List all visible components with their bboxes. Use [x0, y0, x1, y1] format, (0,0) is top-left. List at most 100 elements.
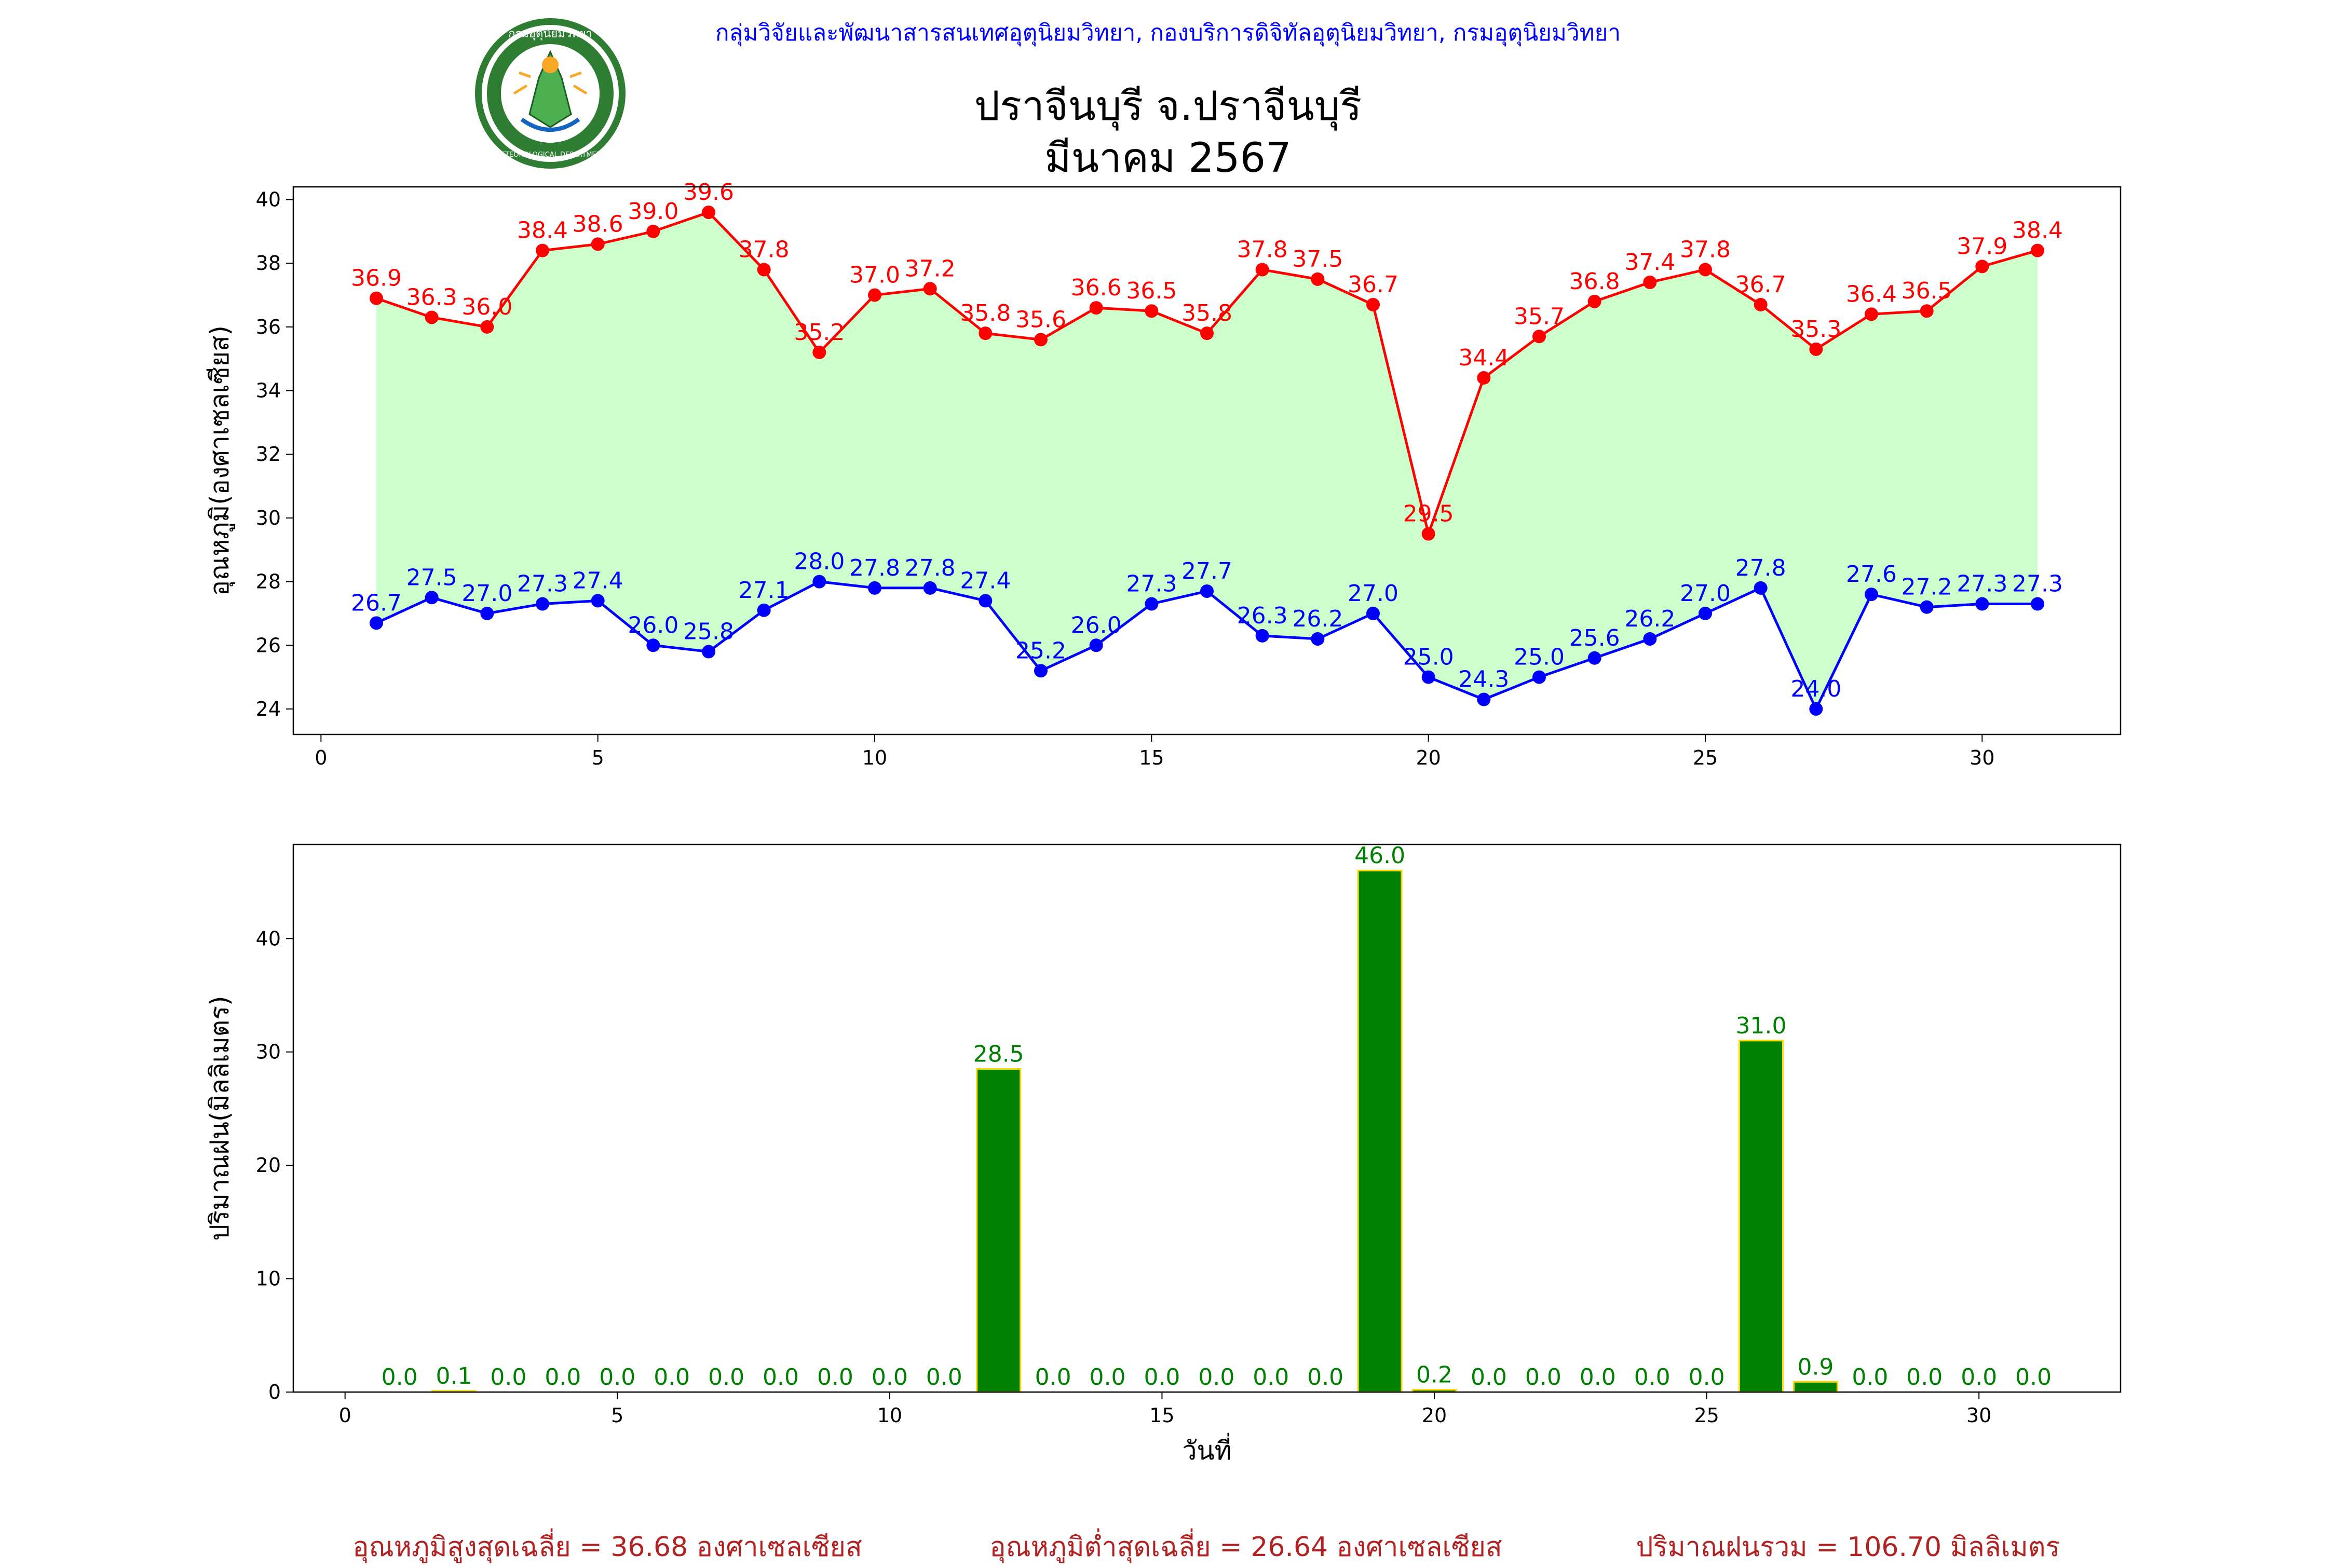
max-temp-data-label: 35.6: [1015, 306, 1066, 333]
min-temp-point: [1089, 638, 1103, 652]
min-temp-data-label: 27.8: [1735, 555, 1786, 581]
min-temp-data-label: 27.3: [1957, 571, 2007, 597]
temp-y-axis-label: อุณหภูมิ(องศาเซลเซียส): [205, 325, 235, 596]
temp-x-tick-label: 15: [1139, 746, 1164, 769]
min-temp-data-label: 27.3: [2012, 571, 2063, 597]
rain-data-label: 0.0: [763, 1364, 799, 1390]
min-temp-data-label: 25.8: [683, 619, 734, 645]
rain-x-tick-label: 30: [1966, 1404, 1991, 1427]
min-temp-point: [425, 591, 439, 605]
min-temp-point: [1975, 597, 1989, 611]
temp-x-tick-label: 25: [1693, 746, 1718, 769]
max-temp-data-label: 37.8: [1680, 236, 1731, 263]
rain-x-axis-label: วันที่: [1182, 1433, 1231, 1466]
min-temp-point: [370, 616, 383, 630]
min-temp-data-label: 27.3: [1126, 571, 1177, 597]
rain-x-tick-label: 5: [611, 1404, 623, 1427]
max-temp-data-label: 29.5: [1403, 501, 1454, 527]
org-credit: กลุ่มวิจัยและพัฒนาสารสนเทศอุตุนิยมวิทยา,…: [715, 20, 1621, 46]
min-temp-point: [536, 597, 549, 611]
temp-x-tick-label: 5: [592, 746, 604, 769]
logo-top-text: กรมอุตุนิยมวิทยา: [508, 28, 592, 40]
max-temp-point: [1089, 301, 1103, 315]
min-temp-point: [979, 594, 993, 608]
max-temp-point: [702, 206, 715, 220]
max-temp-point: [757, 263, 771, 277]
min-temp-point: [1255, 629, 1269, 643]
min-temp-point: [480, 606, 494, 620]
max-temp-data-label: 35.2: [794, 319, 845, 346]
temp-y-tick-label: 26: [256, 634, 281, 657]
max-temp-data-label: 37.0: [849, 262, 900, 289]
temp-x-tick-label: 10: [862, 746, 887, 769]
min-temp-data-label: 26.2: [1292, 606, 1343, 632]
max-temp-point: [2031, 243, 2044, 257]
rain-data-label: 0.0: [872, 1364, 908, 1390]
max-temp-point: [425, 310, 439, 324]
max-temp-point: [1034, 333, 1048, 347]
rain-bar: [976, 1068, 1022, 1393]
min-temp-point: [702, 645, 715, 659]
max-temp-data-label: 37.4: [1624, 249, 1675, 276]
total-rainfall: ปริมาณฝนรวม = 106.70 มิลลิเมตร: [1636, 1532, 2060, 1563]
rain-data-label: 28.5: [973, 1041, 1024, 1067]
rain-data-label: 0.9: [1797, 1354, 1834, 1380]
rain-bar: [1357, 869, 1403, 1393]
temp-x-tick-label: 20: [1416, 746, 1441, 769]
min-temp-point: [1643, 632, 1657, 646]
max-temp-data-label: 37.9: [1957, 233, 2007, 260]
min-temp-point: [1532, 670, 1546, 684]
max-temp-data-label: 36.7: [1735, 271, 1786, 298]
min-temp-data-label: 27.7: [1181, 558, 1232, 584]
avg-max-temp: อุณหภูมิสูงสุดเฉลี่ย = 36.68 องศาเซลเซีย…: [352, 1532, 862, 1563]
rain-data-label: 0.0: [599, 1364, 635, 1390]
summary-footer: อุณหภูมิสูงสุดเฉลี่ย = 36.68 องศาเซลเซีย…: [0, 1525, 2336, 1563]
max-temp-point: [1255, 263, 1269, 277]
rain-data-label: 0.0: [1307, 1364, 1343, 1390]
temp-plot-frame: [292, 186, 2122, 735]
max-temp-data-label: 37.8: [739, 236, 790, 263]
min-temp-data-label: 27.1: [739, 577, 790, 604]
max-temp-point: [1975, 260, 1989, 274]
rain-data-label: 0.2: [1416, 1362, 1452, 1388]
title-month: มีนาคม 2567: [1044, 135, 1292, 182]
max-temp-point: [1587, 294, 1601, 308]
max-temp-point: [591, 237, 605, 251]
min-temp-data-label: 25.2: [1015, 637, 1066, 664]
max-temp-data-label: 34.4: [1458, 345, 1509, 371]
max-temp-point: [812, 345, 826, 359]
rain-data-label: 0.0: [1580, 1364, 1616, 1390]
rain-data-label: 31.0: [1736, 1013, 1787, 1039]
max-temp-data-label: 36.8: [1569, 268, 1620, 295]
max-temp-point: [1699, 263, 1712, 277]
min-temp-point: [1699, 606, 1712, 620]
rain-data-label: 0.0: [1253, 1364, 1289, 1390]
rain-data-label: 0.0: [1525, 1364, 1561, 1390]
rain-x-tick-label: 20: [1422, 1404, 1447, 1427]
min-temp-point: [1034, 664, 1048, 678]
min-temp-point: [1366, 606, 1380, 620]
temp-x-tick-label: 0: [315, 746, 327, 769]
min-temp-data-label: 26.0: [1071, 612, 1122, 638]
max-temp-data-label: 36.5: [1902, 278, 1952, 304]
min-temp-point: [757, 603, 771, 617]
min-temp-point: [591, 594, 605, 608]
min-temp-data-label: 26.2: [1624, 606, 1675, 632]
rain-data-label: 0.0: [654, 1364, 690, 1390]
rain-data-label: 46.0: [1354, 842, 1405, 869]
max-temp-point: [1421, 527, 1435, 541]
title-station: ปราจีนบุรี จ.ปราจีนบุรี: [974, 83, 1362, 130]
max-temp-data-label: 39.6: [683, 179, 734, 206]
rain-x-tick-label: 25: [1694, 1404, 1719, 1427]
max-temp-point: [923, 282, 937, 296]
max-temp-point: [868, 288, 881, 302]
max-temp-data-label: 39.0: [628, 198, 678, 225]
rain-bar: [1792, 1381, 1838, 1393]
min-temp-point: [1200, 584, 1214, 598]
max-temp-data-label: 35.8: [1181, 300, 1232, 326]
max-temp-data-label: 36.5: [1126, 278, 1177, 304]
rain-data-label: 0.0: [1090, 1364, 1126, 1390]
max-temp-data-label: 38.4: [2012, 217, 2063, 244]
max-temp-point: [1865, 307, 1878, 321]
max-temp-point: [370, 291, 383, 305]
